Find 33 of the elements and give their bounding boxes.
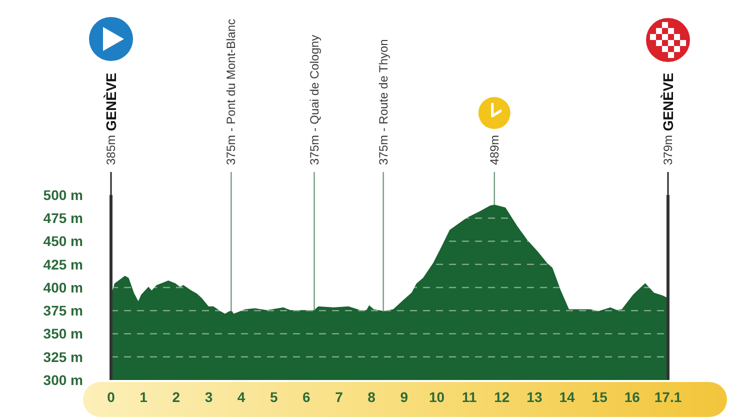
ref-line-label: 379m GENÈVE (660, 72, 676, 165)
x-tick-label: 5 (270, 388, 278, 405)
y-tick-label: 350 m (43, 326, 83, 342)
x-tick-label: 2 (172, 388, 180, 405)
y-tick-label: 400 m (43, 279, 83, 296)
ref-line-label: 489m (487, 134, 502, 165)
ref-line-label: 375m - Quai de Cologny (307, 34, 322, 165)
y-tick-label: 450 m (43, 233, 83, 250)
x-tick-label: 6 (302, 388, 311, 405)
x-tick-label: 12 (494, 388, 510, 405)
x-tick-label: 0 (107, 388, 116, 405)
y-tick-label: 300 m (43, 372, 83, 388)
y-tick-label: 375 m (43, 302, 83, 319)
x-tick-label: 3 (204, 388, 213, 405)
y-tick-label: 475 m (43, 210, 83, 226)
ref-line-label: 375m - Route de Thyon (376, 39, 390, 165)
ref-line-label: 375m - Pont du Mont-Blanc (224, 18, 238, 165)
y-tick-label: 500 m (43, 186, 83, 203)
y-tick-label: 325 m (43, 348, 83, 365)
x-tick-label: 1 (140, 388, 148, 405)
ref-line-label: 385m GENÈVE (103, 72, 119, 165)
x-tick-label: 7 (335, 388, 344, 405)
x-tick-label: 4 (237, 388, 246, 405)
x-tick-label: 10 (428, 388, 445, 405)
x-tick-label: 17.1 (654, 388, 682, 405)
x-tick-label: 13 (526, 388, 542, 405)
x-tick-label: 15 (592, 388, 608, 405)
x-tick-label: 14 (559, 388, 576, 405)
x-tick-label: 16 (624, 388, 640, 405)
y-tick-label: 425 m (43, 256, 83, 272)
x-tick-label: 9 (400, 388, 408, 405)
x-tick-label: 11 (462, 388, 477, 405)
x-tick-label: 8 (368, 388, 376, 405)
